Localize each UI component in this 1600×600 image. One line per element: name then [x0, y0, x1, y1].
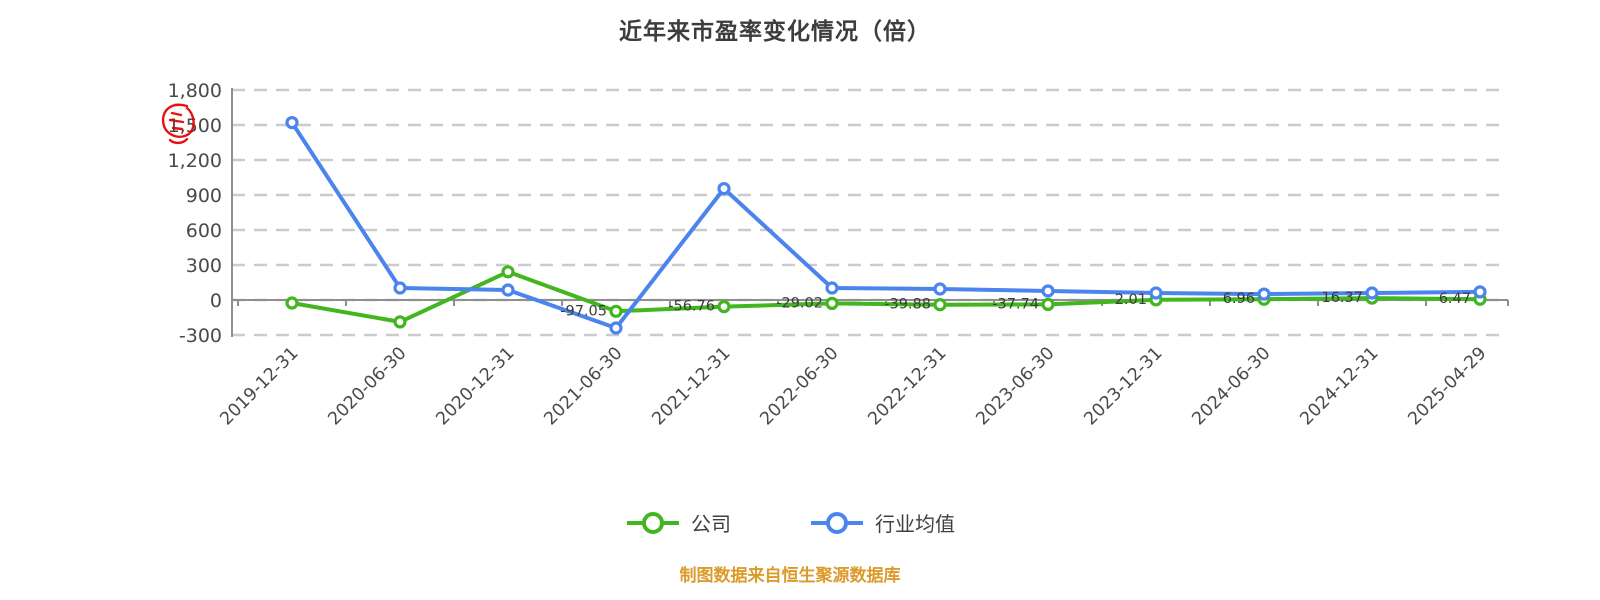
company-data-point[interactable] — [1041, 297, 1055, 311]
industry-data-point[interactable] — [501, 283, 515, 297]
y-axis-tick-label: 1,500 — [168, 115, 222, 137]
data-point-label: -97.05 — [560, 303, 607, 319]
data-point-label: -29.02 — [776, 295, 823, 311]
x-axis-date-label: 2019-12-31 — [216, 343, 302, 429]
chart-title: 近年来市盈率变化情况（倍） — [619, 19, 931, 45]
industry-series-line — [290, 120, 1482, 330]
industry-data-point[interactable] — [825, 281, 839, 295]
industry-data-point[interactable] — [1365, 286, 1379, 300]
y-axis-tick-label: -300 — [179, 325, 222, 347]
x-axis-date-label: 2020-06-30 — [324, 343, 410, 429]
x-axis-date-label: 2021-12-31 — [648, 343, 734, 429]
legend-item-company[interactable]: 公司 — [625, 508, 731, 537]
industry-data-point[interactable] — [285, 115, 299, 130]
y-axis-tick-label: 1,800 — [168, 80, 222, 102]
industry-data-point[interactable] — [1473, 285, 1487, 299]
data-point-label: 2.01 — [1115, 292, 1147, 308]
legend-item-industry-average[interactable]: 行业均值 — [809, 508, 955, 537]
data-point-label: 6.47 — [1439, 291, 1471, 307]
y-axis-tick-label: 1,200 — [168, 150, 222, 172]
industry-data-point[interactable] — [717, 182, 731, 196]
company-series-line — [290, 269, 1482, 324]
legend-label-company: 公司 — [691, 512, 731, 536]
company-data-point[interactable] — [501, 265, 515, 279]
company-data-point[interactable] — [717, 300, 731, 314]
y-axis-tick-label: 600 — [186, 220, 222, 242]
x-axis-date-label: 2022-06-30 — [756, 343, 842, 429]
industry-series-marker-icon — [811, 511, 863, 534]
x-axis-date-label: 2023-12-31 — [1080, 343, 1166, 429]
data-source-note: 制图数据来自恒生聚源数据库 — [679, 566, 901, 586]
company-data-point[interactable] — [393, 315, 407, 329]
company-data-point[interactable] — [609, 304, 623, 318]
legend-label-industry-average: 行业均值 — [875, 512, 955, 536]
x-axis-date-label: 2024-12-31 — [1296, 343, 1382, 429]
data-point-label: -37.74 — [992, 296, 1039, 312]
data-point-label: -39.88 — [884, 297, 931, 313]
legend: 公司 行业均值 — [0, 508, 1580, 537]
x-axis-date-label: 2024-06-30 — [1188, 343, 1274, 429]
data-point-label: -56.76 — [668, 299, 715, 315]
y-axis-tick-label: 0 — [210, 290, 222, 312]
industry-data-point[interactable] — [1257, 287, 1271, 301]
industry-data-point[interactable] — [933, 282, 947, 296]
y-axis-tick-label: 300 — [186, 255, 222, 277]
company-series-marker-icon — [627, 511, 679, 534]
x-axis-date-label: 2022-12-31 — [864, 343, 950, 429]
company-data-point[interactable] — [933, 298, 947, 312]
data-point-label: 16.37 — [1321, 290, 1363, 306]
industry-data-point[interactable] — [609, 321, 623, 335]
company-data-point[interactable] — [285, 296, 299, 310]
red-scribble-annotation-icon — [161, 103, 195, 145]
data-point-label: 6.96 — [1223, 291, 1255, 307]
industry-data-point[interactable] — [393, 281, 407, 295]
x-axis-date-label: 2025-04-29 — [1404, 343, 1490, 429]
company-data-point[interactable] — [825, 296, 839, 310]
x-axis-date-label: 2023-06-30 — [972, 343, 1058, 429]
y-axis-tick-label: 900 — [186, 185, 222, 207]
industry-data-point[interactable] — [1041, 284, 1055, 298]
x-axis-date-label: 2021-06-30 — [540, 343, 626, 429]
x-axis-date-label: 2020-12-31 — [432, 343, 518, 429]
industry-data-point[interactable] — [1149, 286, 1163, 300]
